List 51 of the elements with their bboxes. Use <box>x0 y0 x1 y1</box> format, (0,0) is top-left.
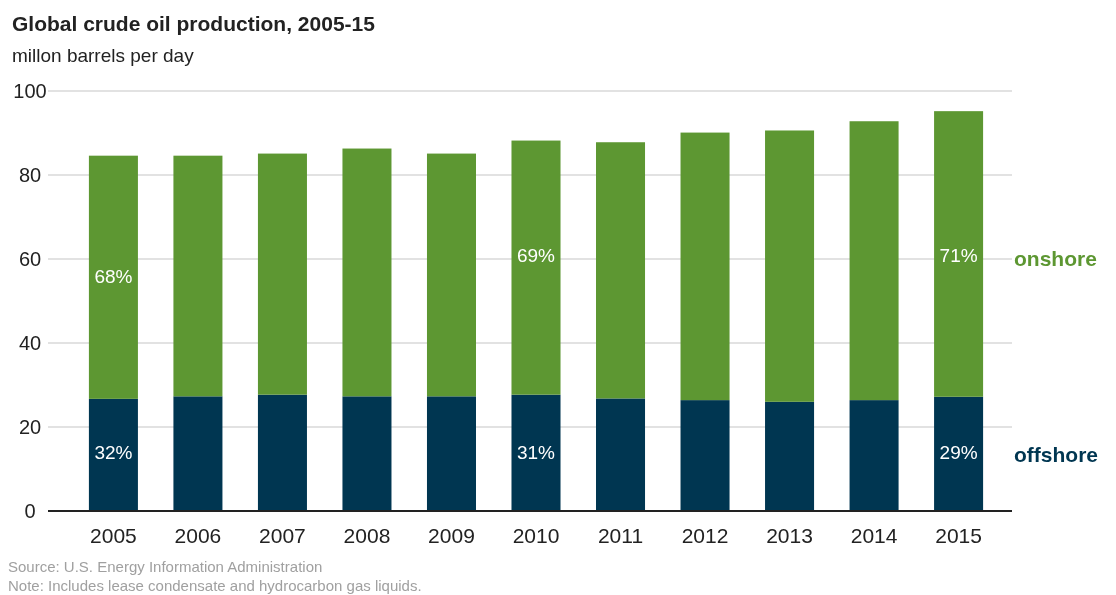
bar <box>849 121 899 401</box>
bar <box>680 132 730 401</box>
source-note: Source: U.S. Energy Information Administration <box>8 558 323 575</box>
bar <box>511 140 561 395</box>
x-tick-label: 2006 <box>174 524 222 547</box>
bar <box>173 396 223 511</box>
bar <box>765 130 815 402</box>
bar <box>426 396 476 511</box>
x-tick-label: 2007 <box>259 524 306 547</box>
x-tick-label: 2011 <box>597 524 644 547</box>
bar <box>173 155 223 397</box>
y-tick-label: 100 <box>13 80 47 102</box>
series-label: onshore <box>1014 247 1097 270</box>
annotation: 31% <box>516 442 556 464</box>
x-tick-label: 2008 <box>343 524 391 547</box>
x-tick-label: 2013 <box>766 524 813 547</box>
annotation: 71% <box>939 244 978 266</box>
y-tick-label: 20 <box>18 416 42 438</box>
y-tick-label: 80 <box>18 164 42 186</box>
bar <box>934 111 984 397</box>
annotation: 68% <box>94 265 133 287</box>
bar <box>342 148 392 397</box>
bar <box>849 400 899 511</box>
annotation: 29% <box>939 442 978 464</box>
y-tick-label: 0 <box>24 500 36 522</box>
bar <box>88 398 138 511</box>
x-tick-label: 2014 <box>850 524 898 547</box>
bar <box>680 400 730 511</box>
bar <box>426 153 476 397</box>
bar <box>511 394 561 511</box>
bar <box>596 142 646 399</box>
bar <box>257 153 307 395</box>
x-tick-label: 2009 <box>428 524 475 547</box>
annotation: 32% <box>94 442 133 464</box>
x-tick-label: 2010 <box>512 524 560 547</box>
bar <box>934 396 984 511</box>
x-tick-label: 2005 <box>90 524 137 547</box>
bar <box>342 396 392 511</box>
x-tick-label: 2012 <box>681 524 729 547</box>
y-tick-label: 60 <box>18 248 42 270</box>
bar <box>88 155 138 399</box>
chart-title: Global crude oil production, 2005-15 <box>12 12 376 35</box>
x-tick-label: 2015 <box>935 524 982 547</box>
annotation: 69% <box>516 244 556 266</box>
chart-subtitle: millon barrels per day <box>12 45 195 66</box>
series-label: offshore <box>1014 442 1098 466</box>
text: Note: Includes lease condensate and hydrocarbon gas liquids. <box>8 577 422 594</box>
bar <box>765 401 815 511</box>
bar <box>596 398 646 511</box>
y-tick-label: 40 <box>18 332 42 354</box>
bar <box>257 394 307 511</box>
